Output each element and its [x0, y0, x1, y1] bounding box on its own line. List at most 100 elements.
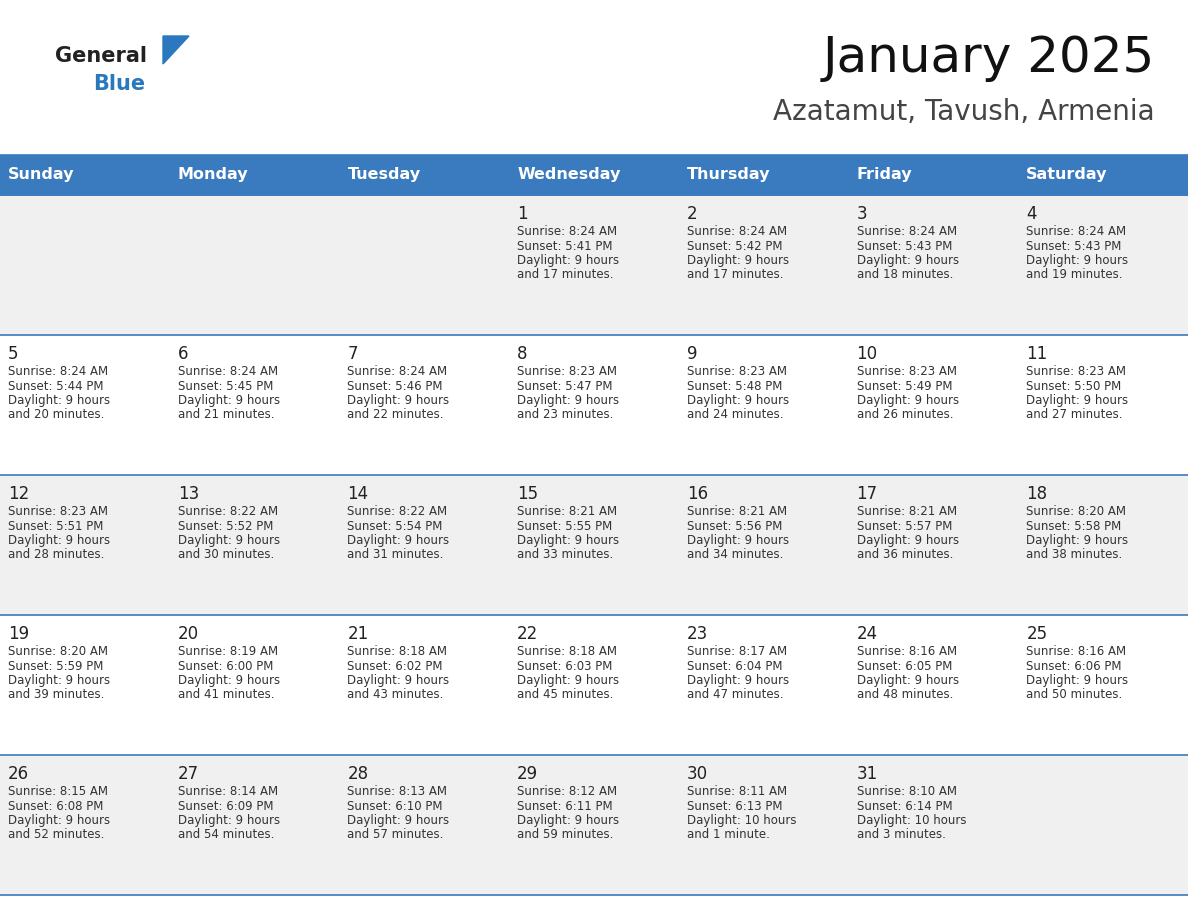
Bar — [170, 335, 340, 475]
Text: Saturday: Saturday — [1026, 167, 1107, 183]
Bar — [0, 195, 170, 335]
Bar — [0, 335, 170, 475]
Text: 22: 22 — [517, 625, 538, 643]
Text: 29: 29 — [517, 765, 538, 783]
Text: Daylight: 9 hours: Daylight: 9 hours — [517, 394, 619, 407]
Text: 19: 19 — [8, 625, 30, 643]
Text: and 47 minutes.: and 47 minutes. — [687, 688, 783, 701]
Text: Sunrise: 8:19 AM: Sunrise: 8:19 AM — [178, 645, 278, 658]
Text: Sunset: 5:49 PM: Sunset: 5:49 PM — [857, 379, 952, 393]
Bar — [678, 755, 848, 895]
Text: Daylight: 9 hours: Daylight: 9 hours — [178, 534, 280, 547]
Text: and 20 minutes.: and 20 minutes. — [8, 409, 105, 421]
Text: January 2025: January 2025 — [823, 34, 1155, 82]
Text: and 3 minutes.: and 3 minutes. — [857, 829, 946, 842]
Text: Daylight: 9 hours: Daylight: 9 hours — [857, 254, 959, 267]
Text: and 41 minutes.: and 41 minutes. — [178, 688, 274, 701]
Text: Sunset: 6:10 PM: Sunset: 6:10 PM — [347, 800, 443, 812]
Bar — [510, 615, 678, 755]
Text: Sunrise: 8:23 AM: Sunrise: 8:23 AM — [857, 365, 956, 378]
Bar — [678, 155, 848, 195]
Text: and 38 minutes.: and 38 minutes. — [1026, 548, 1123, 562]
Text: 10: 10 — [857, 345, 878, 363]
Text: 12: 12 — [8, 485, 30, 503]
Text: Sunset: 5:48 PM: Sunset: 5:48 PM — [687, 379, 782, 393]
Text: Sunrise: 8:22 AM: Sunrise: 8:22 AM — [178, 505, 278, 518]
Text: and 24 minutes.: and 24 minutes. — [687, 409, 783, 421]
Text: Daylight: 9 hours: Daylight: 9 hours — [8, 394, 110, 407]
Text: and 27 minutes.: and 27 minutes. — [1026, 409, 1123, 421]
Text: Thursday: Thursday — [687, 167, 770, 183]
Text: Sunset: 5:45 PM: Sunset: 5:45 PM — [178, 379, 273, 393]
Text: Sunset: 5:54 PM: Sunset: 5:54 PM — [347, 520, 443, 532]
Text: Sunrise: 8:21 AM: Sunrise: 8:21 AM — [517, 505, 618, 518]
Text: 24: 24 — [857, 625, 878, 643]
Text: Daylight: 9 hours: Daylight: 9 hours — [178, 674, 280, 687]
Text: Daylight: 9 hours: Daylight: 9 hours — [8, 674, 110, 687]
Text: 11: 11 — [1026, 345, 1048, 363]
Text: Sunset: 6:14 PM: Sunset: 6:14 PM — [857, 800, 953, 812]
Text: and 30 minutes.: and 30 minutes. — [178, 548, 274, 562]
Text: Sunrise: 8:21 AM: Sunrise: 8:21 AM — [857, 505, 956, 518]
Text: Azatamut, Tavush, Armenia: Azatamut, Tavush, Armenia — [773, 98, 1155, 126]
Text: Sunrise: 8:24 AM: Sunrise: 8:24 AM — [178, 365, 278, 378]
Bar — [848, 755, 1018, 895]
Text: Sunset: 6:02 PM: Sunset: 6:02 PM — [347, 659, 443, 673]
Text: Daylight: 9 hours: Daylight: 9 hours — [687, 394, 789, 407]
Text: and 19 minutes.: and 19 minutes. — [1026, 268, 1123, 282]
Bar — [170, 755, 340, 895]
Text: Sunset: 6:05 PM: Sunset: 6:05 PM — [857, 659, 952, 673]
Text: Friday: Friday — [857, 167, 912, 183]
Text: Sunrise: 8:10 AM: Sunrise: 8:10 AM — [857, 785, 956, 798]
Text: 31: 31 — [857, 765, 878, 783]
Text: Daylight: 9 hours: Daylight: 9 hours — [857, 394, 959, 407]
Bar — [848, 195, 1018, 335]
Text: Sunrise: 8:18 AM: Sunrise: 8:18 AM — [517, 645, 617, 658]
Text: and 54 minutes.: and 54 minutes. — [178, 829, 274, 842]
Bar — [678, 195, 848, 335]
Bar — [340, 335, 510, 475]
Bar — [510, 755, 678, 895]
Text: and 21 minutes.: and 21 minutes. — [178, 409, 274, 421]
Text: Monday: Monday — [178, 167, 248, 183]
Bar — [1018, 335, 1188, 475]
Bar — [340, 615, 510, 755]
Text: Sunrise: 8:16 AM: Sunrise: 8:16 AM — [857, 645, 956, 658]
Text: 8: 8 — [517, 345, 527, 363]
Bar — [0, 755, 170, 895]
Text: Sunrise: 8:23 AM: Sunrise: 8:23 AM — [517, 365, 617, 378]
Text: Sunset: 5:56 PM: Sunset: 5:56 PM — [687, 520, 782, 532]
Text: and 36 minutes.: and 36 minutes. — [857, 548, 953, 562]
Bar — [1018, 615, 1188, 755]
Text: Daylight: 9 hours: Daylight: 9 hours — [8, 814, 110, 827]
Text: Sunrise: 8:13 AM: Sunrise: 8:13 AM — [347, 785, 448, 798]
Text: and 33 minutes.: and 33 minutes. — [517, 548, 613, 562]
Text: Sunset: 6:06 PM: Sunset: 6:06 PM — [1026, 659, 1121, 673]
Text: 13: 13 — [178, 485, 198, 503]
Text: 18: 18 — [1026, 485, 1048, 503]
Text: Sunset: 5:58 PM: Sunset: 5:58 PM — [1026, 520, 1121, 532]
Text: Daylight: 9 hours: Daylight: 9 hours — [517, 254, 619, 267]
Bar — [848, 615, 1018, 755]
Text: Sunset: 5:47 PM: Sunset: 5:47 PM — [517, 379, 613, 393]
Text: 26: 26 — [8, 765, 30, 783]
Text: Sunrise: 8:24 AM: Sunrise: 8:24 AM — [8, 365, 108, 378]
Bar — [340, 155, 510, 195]
Text: Daylight: 9 hours: Daylight: 9 hours — [347, 394, 449, 407]
Text: Daylight: 9 hours: Daylight: 9 hours — [1026, 254, 1129, 267]
Text: Sunset: 5:42 PM: Sunset: 5:42 PM — [687, 240, 783, 252]
Bar — [0, 615, 170, 755]
Text: Sunset: 5:51 PM: Sunset: 5:51 PM — [8, 520, 103, 532]
Text: Sunrise: 8:15 AM: Sunrise: 8:15 AM — [8, 785, 108, 798]
Bar — [678, 335, 848, 475]
Text: Sunset: 6:09 PM: Sunset: 6:09 PM — [178, 800, 273, 812]
Text: Sunrise: 8:24 AM: Sunrise: 8:24 AM — [517, 225, 618, 238]
Text: and 26 minutes.: and 26 minutes. — [857, 409, 953, 421]
Text: 5: 5 — [8, 345, 19, 363]
Text: and 57 minutes.: and 57 minutes. — [347, 829, 444, 842]
Bar — [848, 475, 1018, 615]
Bar — [1018, 195, 1188, 335]
Bar — [0, 475, 170, 615]
Text: 17: 17 — [857, 485, 878, 503]
Text: and 17 minutes.: and 17 minutes. — [687, 268, 783, 282]
